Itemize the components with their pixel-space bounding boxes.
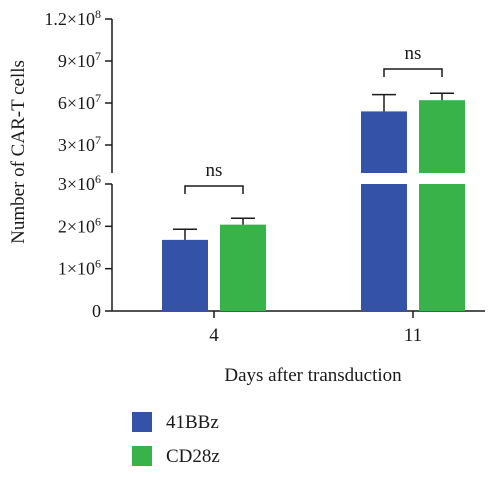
y-upper-tick-label-0: 3×107: [58, 133, 101, 155]
significance-label-4: ns: [206, 160, 223, 181]
y-lower-tick-label-0: 0: [92, 301, 101, 321]
x-tick-label-4: 4: [209, 325, 219, 346]
bar-CD28z-11-upper: [419, 100, 465, 173]
bar-41BBz-4: [162, 239, 208, 311]
significance-label-11: ns: [405, 43, 422, 64]
x-tick-label-11: 11: [404, 325, 422, 346]
y-lower-tick-label-2: 2×106: [58, 214, 101, 236]
legend-swatch-CD28z: [132, 446, 152, 466]
y-lower-tick-label-1: 1×106: [58, 257, 101, 279]
y-upper-tick-label-1: 6×107: [58, 91, 101, 113]
legend-label-CD28z: CD28z: [166, 446, 220, 467]
x-axis-label: Days after transduction: [224, 365, 402, 386]
y-lower-tick-label-3: 3×106: [58, 172, 101, 194]
legend-label-41BBz: 41BBz: [166, 412, 219, 433]
y-upper-tick-label-3: 1.2×108: [44, 7, 101, 29]
y-upper-tick-label-2: 9×107: [58, 49, 101, 71]
bar-41BBz-11-lower: [361, 184, 407, 311]
significance-bracket-4: [184, 185, 244, 194]
bar-CD28z-4: [220, 224, 266, 311]
legend-swatch-41BBz: [132, 412, 152, 432]
significance-bracket-11: [383, 68, 443, 77]
bar-41BBz-11-upper: [361, 111, 407, 173]
bar-CD28z-11-lower: [419, 184, 465, 311]
y-axis-label: Number of CAR-T cells: [8, 60, 29, 244]
